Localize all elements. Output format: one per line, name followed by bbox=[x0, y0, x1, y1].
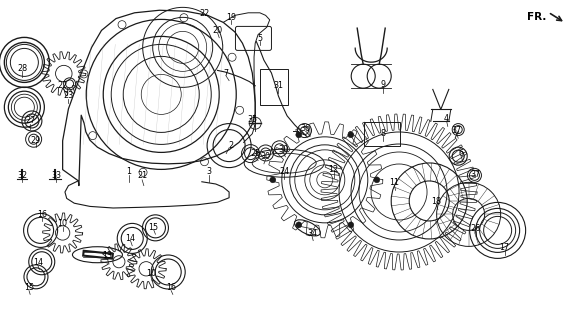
Text: 13: 13 bbox=[102, 252, 113, 260]
Text: 34: 34 bbox=[307, 229, 317, 238]
Text: 16: 16 bbox=[37, 210, 47, 219]
Circle shape bbox=[374, 177, 380, 183]
Text: 17: 17 bbox=[499, 244, 510, 252]
Text: 20: 20 bbox=[212, 26, 223, 35]
Text: 11: 11 bbox=[389, 178, 400, 187]
Circle shape bbox=[348, 132, 354, 138]
Text: 10: 10 bbox=[146, 269, 156, 278]
Text: 18: 18 bbox=[431, 197, 441, 206]
Text: 6: 6 bbox=[459, 149, 463, 158]
Text: 35: 35 bbox=[247, 116, 258, 124]
Text: 14: 14 bbox=[125, 234, 136, 243]
Text: 28: 28 bbox=[17, 64, 27, 73]
Text: 15: 15 bbox=[24, 284, 34, 292]
Text: 21: 21 bbox=[137, 172, 147, 180]
Text: 9: 9 bbox=[380, 80, 385, 89]
Text: 5: 5 bbox=[258, 34, 262, 43]
Text: 24: 24 bbox=[279, 167, 289, 176]
Circle shape bbox=[296, 222, 302, 228]
Text: 7: 7 bbox=[224, 69, 229, 78]
Text: 15: 15 bbox=[148, 223, 159, 232]
Text: 8: 8 bbox=[380, 129, 385, 138]
Text: 10: 10 bbox=[57, 220, 68, 228]
Text: 16: 16 bbox=[166, 284, 176, 292]
Text: 27: 27 bbox=[25, 116, 35, 125]
Text: 30: 30 bbox=[260, 152, 271, 161]
Text: 31: 31 bbox=[273, 81, 284, 90]
Text: 26: 26 bbox=[470, 224, 481, 233]
Bar bbox=[260, 69, 288, 105]
Text: 4: 4 bbox=[444, 114, 449, 123]
Text: 37: 37 bbox=[470, 170, 481, 179]
Circle shape bbox=[296, 132, 302, 138]
Text: 14: 14 bbox=[32, 258, 43, 267]
Text: 12: 12 bbox=[328, 165, 339, 174]
Text: 33: 33 bbox=[51, 171, 61, 180]
Circle shape bbox=[348, 222, 354, 228]
Text: 22: 22 bbox=[200, 9, 210, 18]
Text: 37: 37 bbox=[451, 126, 462, 135]
Text: 3: 3 bbox=[206, 167, 211, 176]
Text: 30: 30 bbox=[278, 145, 288, 154]
Circle shape bbox=[270, 177, 276, 183]
Text: 2: 2 bbox=[229, 141, 233, 150]
Text: 29: 29 bbox=[31, 136, 41, 145]
Text: 22: 22 bbox=[57, 81, 67, 90]
Text: 19: 19 bbox=[226, 13, 236, 22]
Text: FR.: FR. bbox=[527, 12, 546, 22]
Text: 23: 23 bbox=[63, 92, 74, 100]
Text: 32: 32 bbox=[17, 171, 27, 180]
Text: 25: 25 bbox=[250, 149, 260, 158]
Text: 1: 1 bbox=[126, 167, 131, 176]
Text: 36: 36 bbox=[300, 124, 311, 133]
